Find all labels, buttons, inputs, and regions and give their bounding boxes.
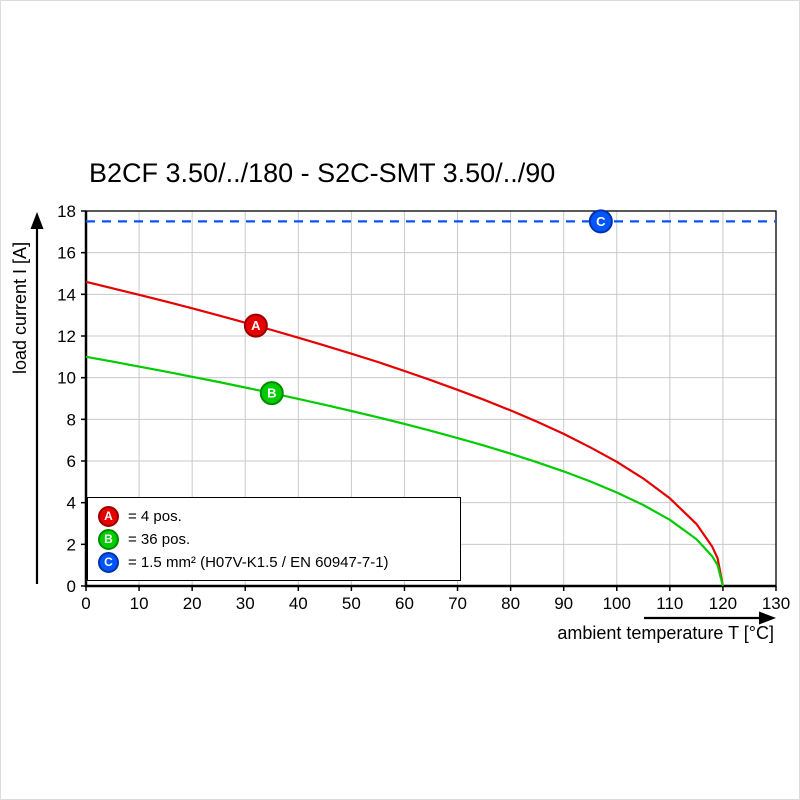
curve-marker-c-letter: C [596, 214, 606, 229]
legend-item-c-label: = 1.5 mm² (H07V-K1.5 / EN 60947-7-1) [128, 553, 389, 571]
legend-box: A = 4 pos. B = 36 pos. C = 1.5 mm² (H07V… [87, 497, 461, 581]
curve-marker-c-icon [588, 209, 613, 234]
chart-title: B2CF 3.50/../180 - S2C-SMT 3.50/../90 [89, 158, 556, 188]
x-tick-label: 130 [762, 594, 790, 613]
y-tick-label: 4 [67, 494, 76, 513]
legend-item-a-label: = 4 pos. [128, 507, 182, 525]
x-tick-label: 50 [342, 594, 361, 613]
y-tick-label: 16 [57, 244, 76, 263]
x-axis-label: ambient temperature T [°C] [557, 623, 774, 643]
curve-marker-a-letter: A [251, 318, 261, 333]
legend-item-b-label: = 36 pos. [128, 530, 191, 548]
y-tick-label: 18 [57, 202, 76, 221]
series-b-marker-icon: B [98, 528, 119, 550]
legend-item-b: B = 36 pos. [98, 528, 450, 550]
series-a-marker-icon: A [98, 505, 119, 527]
x-tick-label: 40 [289, 594, 308, 613]
curve-marker-b-icon [259, 381, 284, 406]
x-tick-label: 30 [236, 594, 255, 613]
curve-a [85, 280, 724, 587]
x-tick-label: 0 [81, 594, 90, 613]
x-tick-label: 20 [183, 594, 202, 613]
y-tick-label: 8 [67, 410, 76, 429]
x-tick-label: 120 [709, 594, 737, 613]
y-tick-label: 2 [67, 535, 76, 554]
x-axis-arrow-head-icon [759, 611, 776, 625]
y-tick-label: 12 [57, 327, 76, 346]
legend-item-a: A = 4 pos. [98, 505, 450, 527]
legend-item-c: C = 1.5 mm² (H07V-K1.5 / EN 60947-7-1) [98, 551, 450, 573]
series-c-marker-icon: C [98, 551, 119, 573]
curve-b [85, 355, 724, 587]
x-tick-label: 110 [656, 594, 683, 613]
y-tick-label: 10 [57, 369, 76, 388]
x-tick-label: 60 [395, 594, 414, 613]
x-tick-label: 70 [448, 594, 467, 613]
y-tick-label: 14 [57, 285, 76, 304]
y-axis-arrow-head-icon [30, 212, 44, 229]
curve-marker-a-icon [243, 313, 268, 338]
x-tick-label: 90 [554, 594, 573, 613]
y-tick-label: 0 [67, 577, 76, 596]
x-tick-label: 100 [603, 594, 631, 613]
curve-marker-b-letter: B [267, 386, 276, 401]
x-tick-label: 10 [130, 594, 149, 613]
x-tick-label: 80 [501, 594, 520, 613]
y-tick-label: 6 [67, 452, 76, 471]
